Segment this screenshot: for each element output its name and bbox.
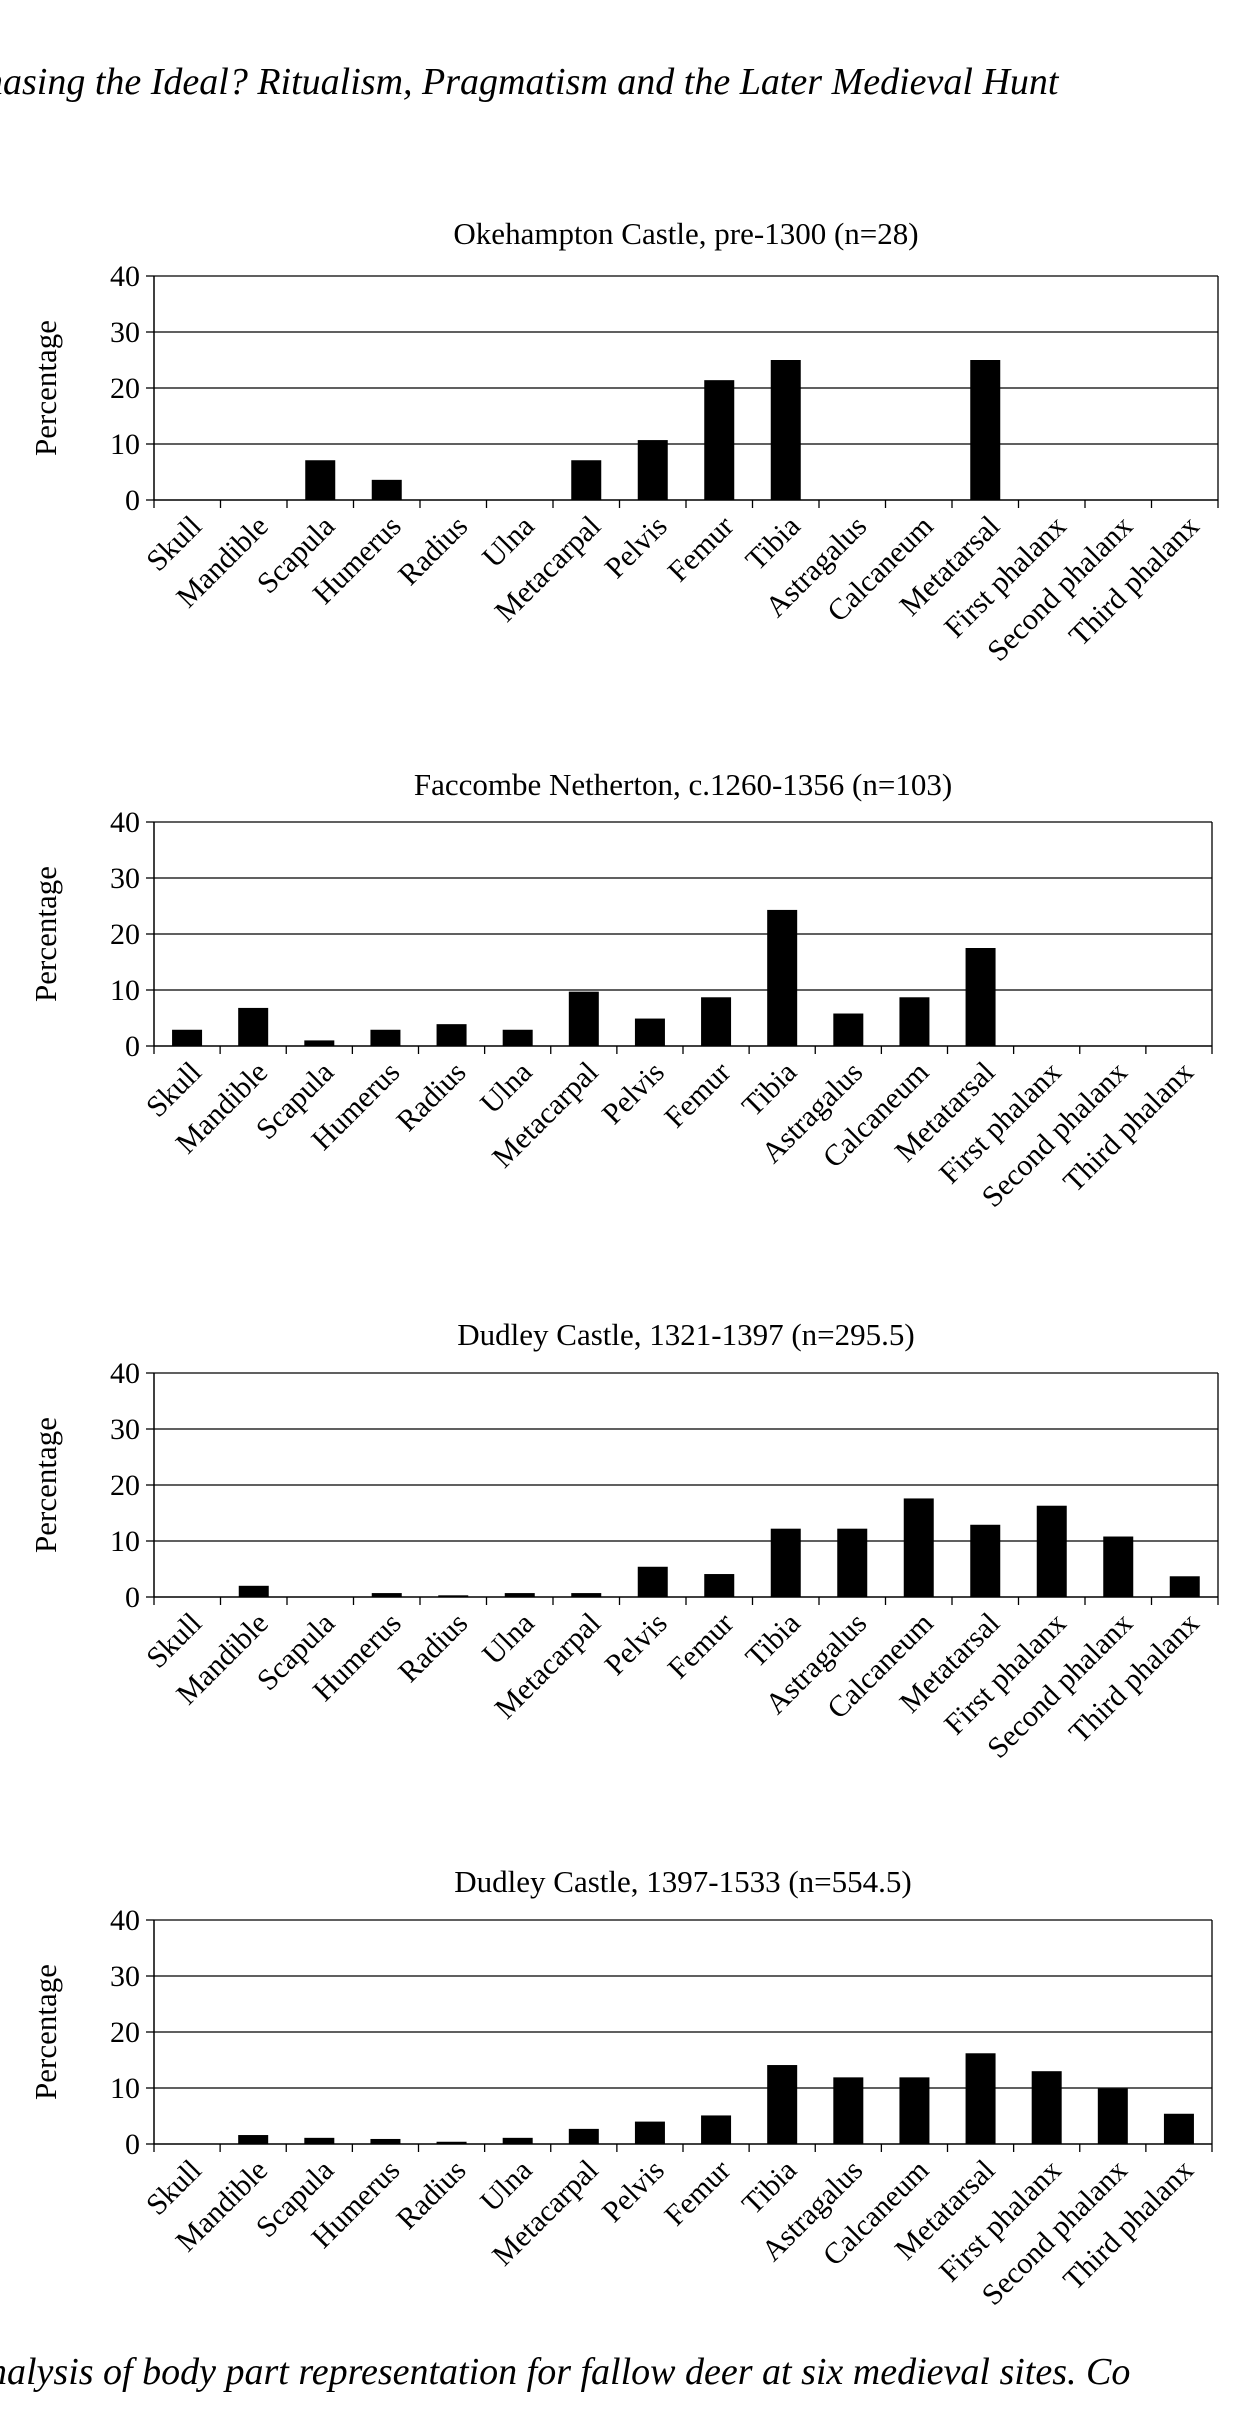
x-tick-label: Radius (392, 1607, 474, 1689)
bar-calcaneum (899, 2077, 930, 2144)
chart-panel-4: Dudley Castle, 1397-1533 (n=554.5) 0 10 20 3… (28, 1864, 1213, 2312)
y-tick-label: 40 (110, 806, 140, 839)
y-tick-label: 30 (110, 862, 140, 895)
bar-pelvis (637, 1566, 668, 1597)
bar-ulna (502, 1029, 533, 1046)
bar-astragalus (837, 1528, 868, 1597)
bar-scapula (304, 1040, 335, 1046)
bar-pelvis (637, 440, 668, 500)
bar-third-phalanx (1163, 2113, 1194, 2144)
bar-ulna (504, 1593, 535, 1597)
bar-second-phalanx (1097, 2088, 1128, 2144)
bar-first-phalanx (1031, 2071, 1062, 2144)
y-tick-label: 40 (110, 260, 140, 293)
x-tick-label: Pelvis (598, 1607, 673, 1682)
bar-mandible (238, 1007, 269, 1046)
bar-scapula (305, 460, 336, 500)
chart-title: Okehampton Castle, pre-1300 (n=28) (453, 216, 918, 251)
y-tick-label: 20 (110, 918, 140, 951)
bar-metatarsal (965, 2053, 996, 2144)
bar-tibia (767, 2065, 798, 2144)
bar-astragalus (833, 1013, 864, 1046)
page-header: hasing the Ideal? Ritualism, Pragmatism … (0, 61, 1059, 103)
y-axis-label: Percentage (28, 1417, 63, 1553)
y-axis-label: Percentage (28, 320, 63, 456)
bar-second-phalanx (1103, 1536, 1134, 1597)
bar-calcaneum (903, 1498, 934, 1597)
y-axis-label: Percentage (28, 1964, 63, 2100)
bar-femur (704, 380, 735, 500)
bar-first-phalanx (1036, 1505, 1067, 1597)
bar-mandible (238, 1585, 269, 1597)
bar-tibia (770, 360, 801, 500)
chart-panel-2: Faccombe Netherton, c.1260-1356 (n=103) 0… (28, 767, 1213, 1214)
y-tick-label: 10 (110, 1525, 140, 1558)
y-tick-label: 10 (110, 974, 140, 1007)
bar-third-phalanx (1169, 1576, 1200, 1597)
y-tick-label: 10 (110, 428, 140, 461)
bar-radius (438, 1595, 469, 1597)
bar-skull (172, 1029, 203, 1046)
bar-calcaneum (899, 997, 930, 1046)
bar-femur (701, 997, 732, 1046)
y-tick-label: 30 (110, 316, 140, 349)
x-tick-label: Femur (658, 2154, 737, 2233)
y-tick-label: 20 (110, 1469, 140, 1502)
y-tick-label: 30 (110, 1413, 140, 1446)
y-axis-label: Percentage (28, 866, 63, 1002)
chart-panel-1: Okehampton Castle, pre-1300 (n=28) 0 10 20 3… (28, 216, 1219, 668)
y-tick-label: 20 (110, 2016, 140, 2049)
bar-femur (704, 1574, 735, 1597)
bar-metatarsal (965, 948, 996, 1046)
bar-pelvis (634, 2121, 665, 2144)
bar-pelvis (634, 1018, 665, 1046)
x-tick-label: Femur (661, 1607, 740, 1686)
y-tick-label: 0 (125, 484, 140, 517)
y-tick-label: 30 (110, 1960, 140, 1993)
figure-caption: nalysis of body part representation for … (0, 2351, 1131, 2393)
bar-humerus (370, 2138, 401, 2144)
y-tick-label: 0 (125, 2128, 140, 2161)
y-tick-label: 0 (125, 1030, 140, 1063)
bar-humerus (371, 1593, 402, 1597)
x-tick-label: Pelvis (596, 1056, 671, 1131)
bar-astragalus (833, 2077, 864, 2144)
bar-metatarsal (970, 1524, 1001, 1597)
bar-radius (436, 2141, 467, 2144)
chart-title: Faccombe Netherton, c.1260-1356 (n=103) (414, 767, 952, 802)
bar-tibia (770, 1528, 801, 1597)
bar-ulna (502, 2137, 533, 2144)
bar-femur (701, 2115, 732, 2144)
x-tick-label: Radius (392, 510, 474, 592)
bar-metacarpal (568, 2128, 599, 2144)
y-tick-label: 0 (125, 1581, 140, 1614)
y-tick-label: 10 (110, 2072, 140, 2105)
chart-title: Dudley Castle, 1397-1533 (n=554.5) (454, 1864, 911, 1899)
bar-tibia (767, 909, 798, 1046)
bar-humerus (371, 479, 402, 500)
bar-humerus (370, 1029, 401, 1046)
y-tick-label: 20 (110, 372, 140, 405)
bar-scapula (304, 2137, 335, 2144)
chart-title: Dudley Castle, 1321-1397 (n=295.5) (457, 1317, 914, 1352)
bar-metacarpal (571, 1593, 602, 1597)
bar-radius (436, 1024, 467, 1046)
x-tick-label: Pelvis (598, 510, 673, 585)
y-tick-label: 40 (110, 1357, 140, 1390)
bar-metatarsal (970, 360, 1001, 500)
x-tick-label: Pelvis (596, 2154, 671, 2229)
x-tick-label: Radius (390, 1056, 472, 1138)
chart-panel-3: Dudley Castle, 1321-1397 (n=295.5) 0 10 20 3… (28, 1317, 1219, 1765)
y-tick-label: 40 (110, 1904, 140, 1937)
bar-metacarpal (571, 460, 602, 500)
bar-mandible (238, 2135, 269, 2144)
x-tick-label: Femur (661, 510, 740, 589)
x-tick-label: Femur (658, 1056, 737, 1135)
x-tick-label: Radius (390, 2154, 472, 2236)
bar-metacarpal (568, 991, 599, 1046)
